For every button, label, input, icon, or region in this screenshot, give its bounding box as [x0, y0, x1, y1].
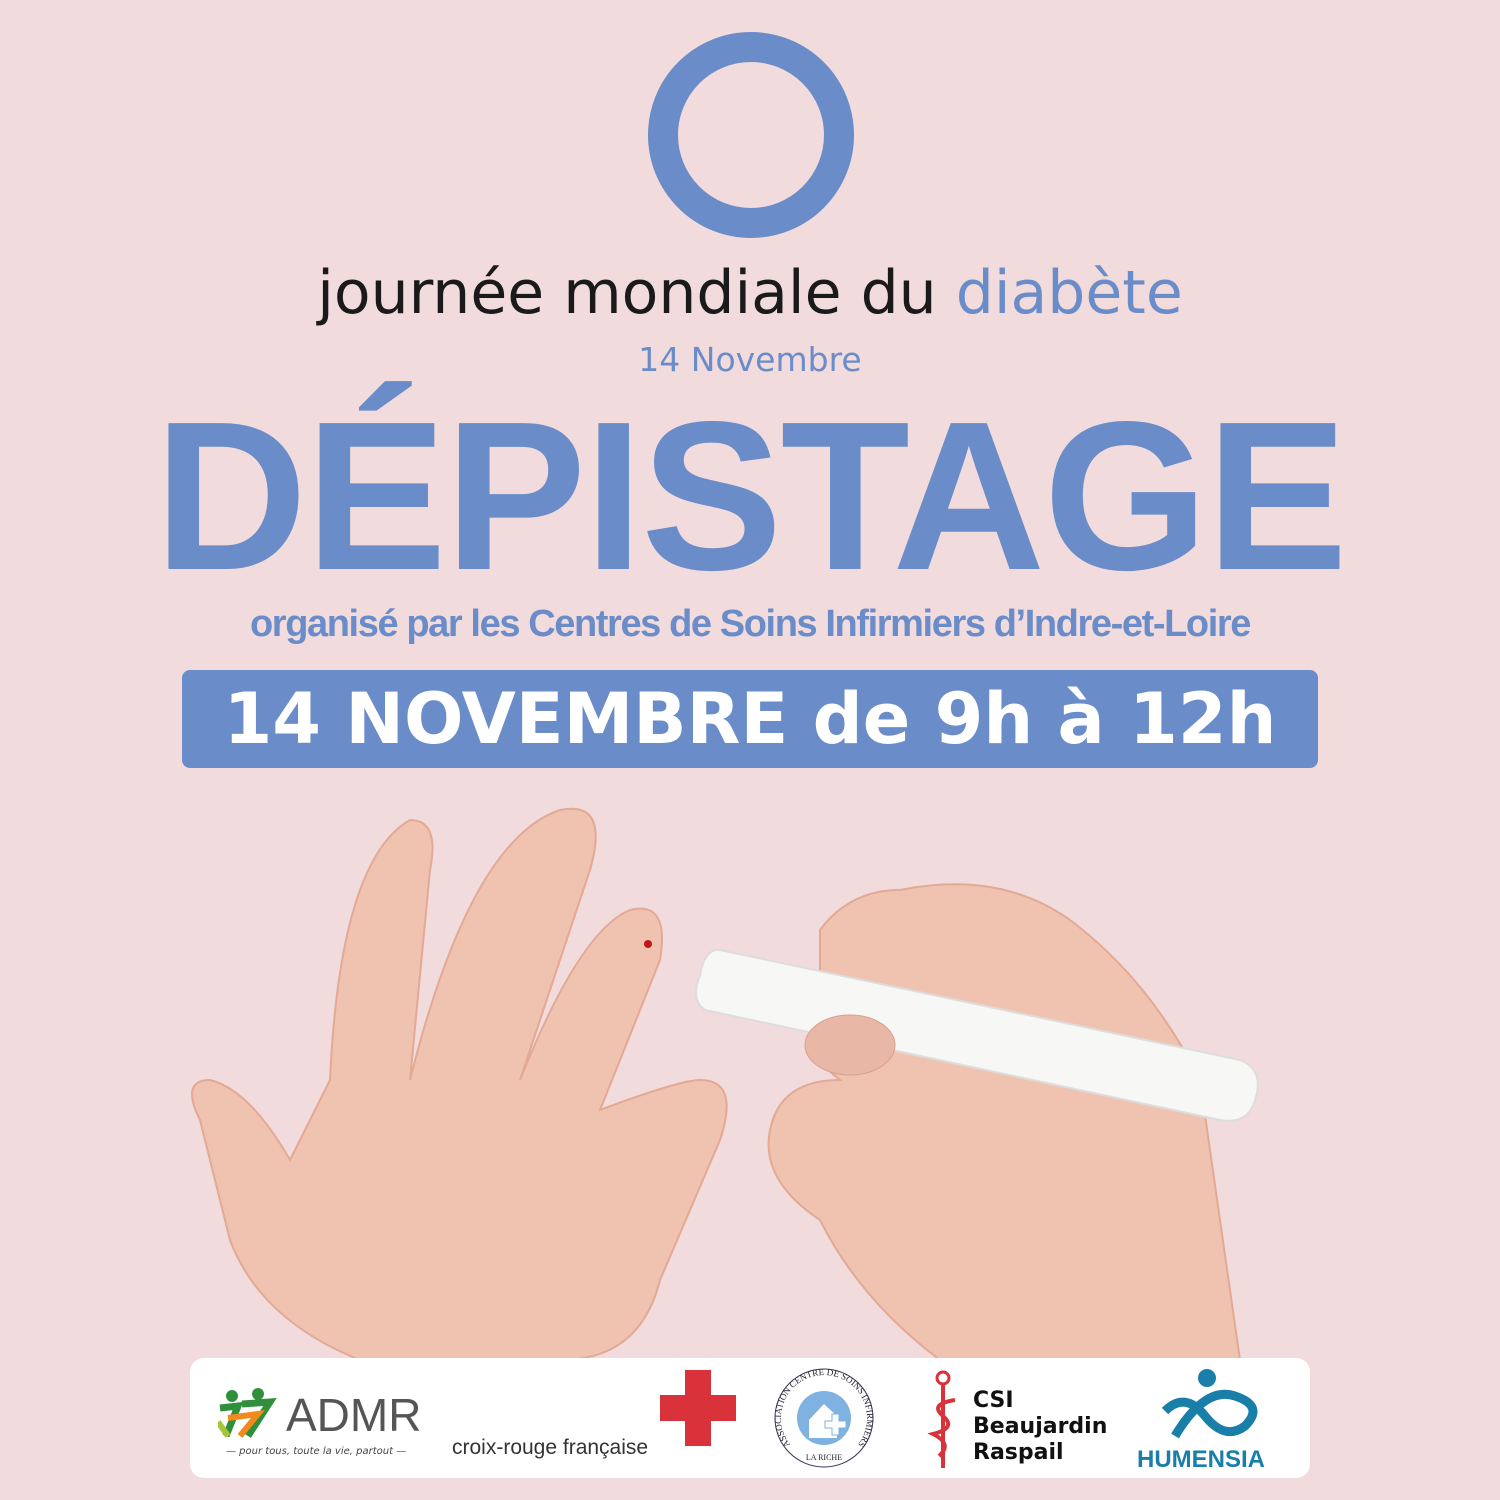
humensia-logo: HUMENSIA: [1135, 1366, 1275, 1476]
headline: DÉPISTAGE: [154, 377, 1347, 614]
csi-la-riche-logo: ASSOCIATION CENTRE DE SOINS INFIRMIERS L…: [773, 1367, 875, 1468]
event-date-subtitle: 14 Novembre: [638, 340, 862, 379]
humensia-name: HUMENSIA: [1137, 1446, 1266, 1473]
admr-people-icon: [215, 1388, 277, 1438]
csi-line1: CSI: [973, 1388, 1014, 1413]
blood-drop: [644, 940, 652, 948]
date-banner: 14 NOVEMBRE de 9h à 12h: [182, 670, 1318, 768]
event-title: journée mondiale du diabète: [0, 258, 1500, 328]
title-prefix: journée mondiale du: [317, 258, 956, 328]
admr-logo: ADMR — pour tous, toute la vie, partout …: [215, 1388, 421, 1457]
red-cross-icon: [660, 1370, 736, 1446]
hands-glucose-test-photo: [191, 807, 1259, 1360]
lancet-pen: [695, 948, 1259, 1122]
caduceus-icon: [927, 1370, 956, 1468]
partner-logos-bar: ADMR — pour tous, toute la vie, partout …: [190, 1358, 1310, 1478]
admr-tagline: — pour tous, toute la vie, partout —: [226, 1446, 407, 1457]
organizer-line: organisé par les Centres de Soins Infirm…: [250, 603, 1251, 645]
title-accent: diabète: [955, 258, 1183, 328]
csi-line3: Raspail: [973, 1440, 1064, 1465]
humensia-emblem: [1161, 1369, 1258, 1439]
admr-name: ADMR: [286, 1389, 422, 1441]
csi-beaujardin-logo: CSI Beaujardin Raspail: [925, 1370, 1107, 1474]
csi-la-riche-emblem: ASSOCIATION CENTRE DE SOINS INFIRMIERS L…: [773, 1367, 875, 1468]
diabetes-blue-circle-logo: [648, 32, 854, 238]
csi-line2: Beaujardin: [973, 1414, 1108, 1439]
croix-rouge-name: croix-rouge française: [452, 1436, 649, 1459]
csi-la-riche-place: LA RICHE: [806, 1453, 842, 1462]
